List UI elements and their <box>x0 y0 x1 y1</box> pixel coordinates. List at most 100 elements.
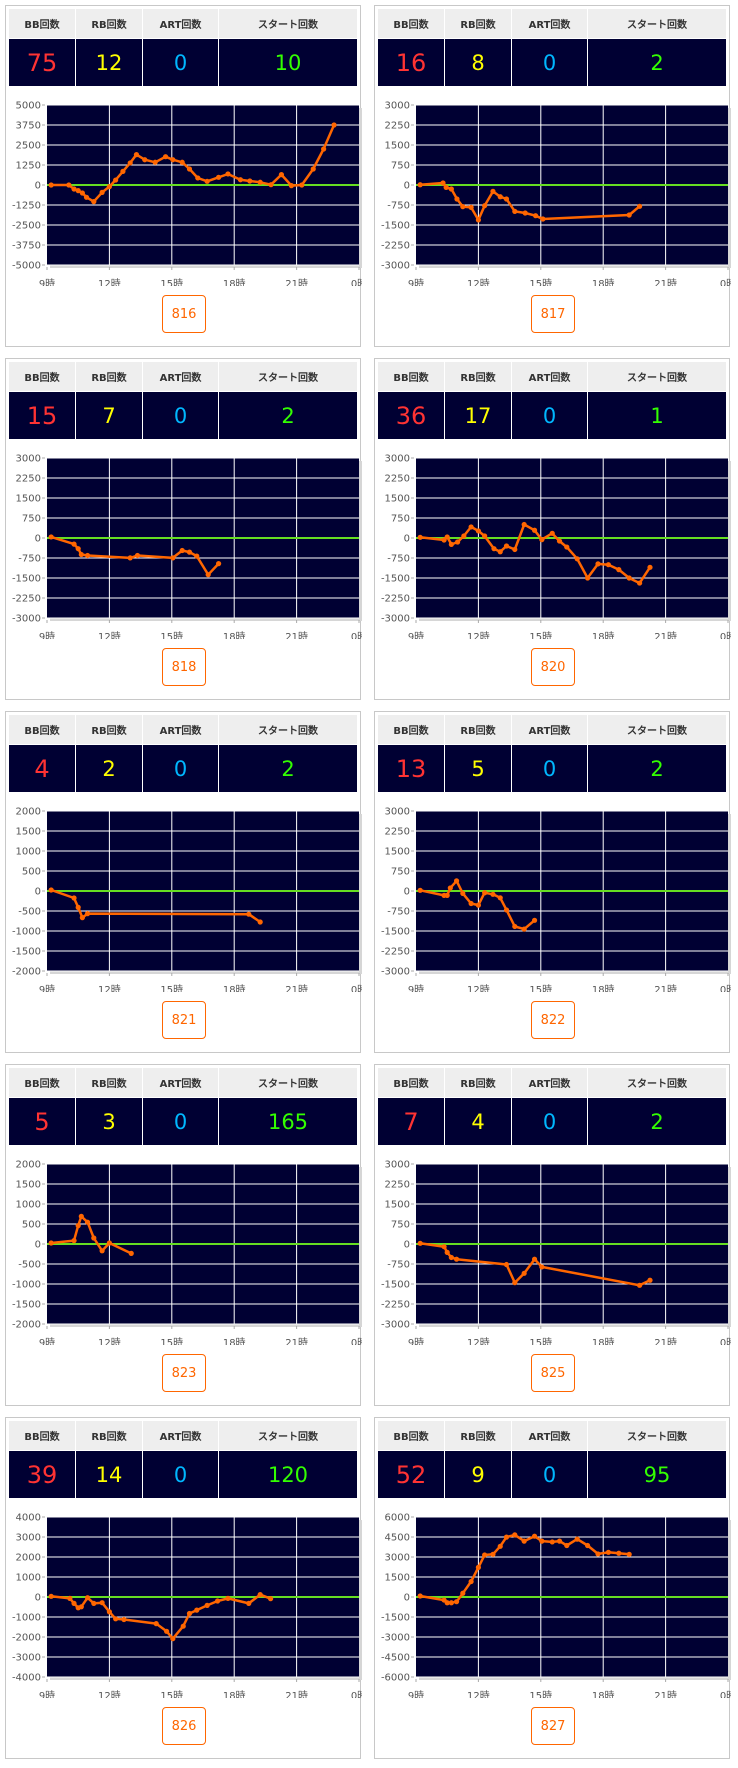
header-rb: RB回数 <box>75 1067 143 1098</box>
chart-svg: 5000 3750 2500 1250 0 -1250 -2500 -3750 -5000 9時 1… <box>12 101 362 286</box>
x-tick-label: 18時 <box>223 1690 246 1698</box>
data-point <box>468 1578 474 1585</box>
data-point <box>278 172 285 178</box>
machine-number-button[interactable]: 820 <box>531 648 575 686</box>
x-tick-label: 21時 <box>654 1337 677 1345</box>
chart-svg: 3000 2250 1500 750 0 -750 -1500 -2250 -3000 9時 12時… <box>12 454 362 639</box>
y-tick-label: 4000 <box>16 1513 41 1524</box>
data-point <box>556 1538 563 1544</box>
header-art: ART回数 <box>511 714 588 745</box>
y-tick-label: -2250 <box>381 241 410 252</box>
art-count: 0 <box>142 744 219 793</box>
data-point <box>331 122 337 128</box>
data-point <box>247 178 253 184</box>
machine-number-button[interactable]: 822 <box>531 1001 575 1039</box>
x-tick-label: 15時 <box>529 1690 552 1698</box>
machine-number-button[interactable]: 827 <box>531 1707 575 1745</box>
bb-count: 4 <box>8 744 76 793</box>
slump-chart: 2000 1500 1000 500 0 -500 -1000 -1500 -2000 9時 12時… <box>6 1145 362 1345</box>
y-tick-label: -3000 <box>381 1633 410 1644</box>
x-tick-label: 18時 <box>223 984 246 992</box>
header-start: スタート回数 <box>218 8 358 39</box>
x-tick-label: 12時 <box>467 984 490 992</box>
y-tick-label: -1000 <box>12 1613 41 1624</box>
x-tick-label: 18時 <box>592 1690 615 1698</box>
machine-number-button[interactable]: 816 <box>162 295 206 333</box>
y-tick-label: -750 <box>387 907 410 918</box>
x-tick-label: 18時 <box>592 278 615 286</box>
y-tick-label: 0 <box>35 1593 41 1604</box>
data-point <box>549 1539 555 1545</box>
slump-chart: 3000 2250 1500 750 0 -750 -1500 -2250 -3000 9時 12時… <box>375 792 731 992</box>
data-point <box>127 555 133 561</box>
y-tick-label: 4500 <box>385 1533 410 1544</box>
data-point <box>497 194 503 200</box>
data-point <box>468 524 474 530</box>
data-point <box>180 1623 186 1629</box>
y-tick-label: 1250 <box>16 161 41 172</box>
bb-count: 36 <box>377 391 445 440</box>
y-tick-label: 3000 <box>385 1160 410 1171</box>
data-point <box>170 157 176 163</box>
x-tick-label: 0時 <box>720 1690 731 1698</box>
data-point <box>503 1261 510 1268</box>
stats-table: BB回数 RB回数 ART回数 スタート回数 7 4 0 2 <box>377 1067 727 1146</box>
x-tick-label: 0時 <box>351 631 362 639</box>
data-point <box>179 547 185 554</box>
x-tick-label: 18時 <box>592 1337 615 1345</box>
header-art: ART回数 <box>142 1420 219 1451</box>
y-tick-label: -5000 <box>12 261 41 272</box>
data-point <box>503 1534 510 1540</box>
data-point <box>216 174 222 180</box>
y-tick-label: 2000 <box>16 807 41 818</box>
machine-number-button[interactable]: 821 <box>162 1001 206 1039</box>
y-tick-label: 1500 <box>385 1573 410 1584</box>
x-tick-label: 18時 <box>223 1337 246 1345</box>
y-tick-label: 2500 <box>16 141 41 152</box>
header-rb: RB回数 <box>444 8 512 39</box>
data-point <box>78 551 84 558</box>
rb-count: 8 <box>444 38 512 87</box>
x-tick-label: 9時 <box>408 1690 424 1698</box>
header-art: ART回数 <box>142 8 219 39</box>
x-tick-label: 15時 <box>529 1337 552 1345</box>
bb-count: 5 <box>8 1097 76 1146</box>
machine-number-button[interactable]: 817 <box>531 295 575 333</box>
x-tick-label: 12時 <box>98 278 121 286</box>
data-point <box>512 208 518 214</box>
slump-chart: 3000 2250 1500 750 0 -750 -1500 -2250 -3000 9時 12時… <box>6 439 362 639</box>
rb-count: 7 <box>75 391 143 440</box>
y-tick-label: -3750 <box>12 241 41 252</box>
machine-number-button[interactable]: 818 <box>162 648 206 686</box>
data-point <box>503 907 510 913</box>
y-tick-label: 5000 <box>16 101 41 112</box>
data-point <box>91 199 97 205</box>
header-start: スタート回数 <box>587 1420 727 1451</box>
header-bb: BB回数 <box>8 361 76 392</box>
data-point <box>626 575 632 581</box>
header-bb: BB回数 <box>377 714 445 745</box>
data-point <box>491 546 497 552</box>
data-point <box>214 1598 221 1604</box>
rb-count: 3 <box>75 1097 143 1146</box>
x-tick-label: 9時 <box>408 631 424 639</box>
data-point <box>475 1564 481 1570</box>
data-point <box>91 1235 97 1241</box>
machine-number-button[interactable]: 823 <box>162 1354 206 1392</box>
art-count: 0 <box>142 38 219 87</box>
data-point <box>79 915 85 921</box>
bb-count: 13 <box>377 744 445 793</box>
machine-number-button[interactable]: 826 <box>162 1707 206 1745</box>
data-point <box>48 534 54 540</box>
y-tick-label: 1500 <box>16 1180 41 1191</box>
x-tick-label: 18時 <box>592 631 615 639</box>
data-point <box>574 556 580 562</box>
y-tick-label: 0 <box>35 1240 41 1251</box>
machine-number-button[interactable]: 825 <box>531 1354 575 1392</box>
y-tick-label: 1500 <box>16 827 41 838</box>
data-point <box>616 567 622 573</box>
y-tick-label: 6000 <box>385 1513 410 1524</box>
data-point <box>444 892 450 898</box>
data-point <box>162 154 169 160</box>
y-tick-label: 2000 <box>16 1553 41 1564</box>
